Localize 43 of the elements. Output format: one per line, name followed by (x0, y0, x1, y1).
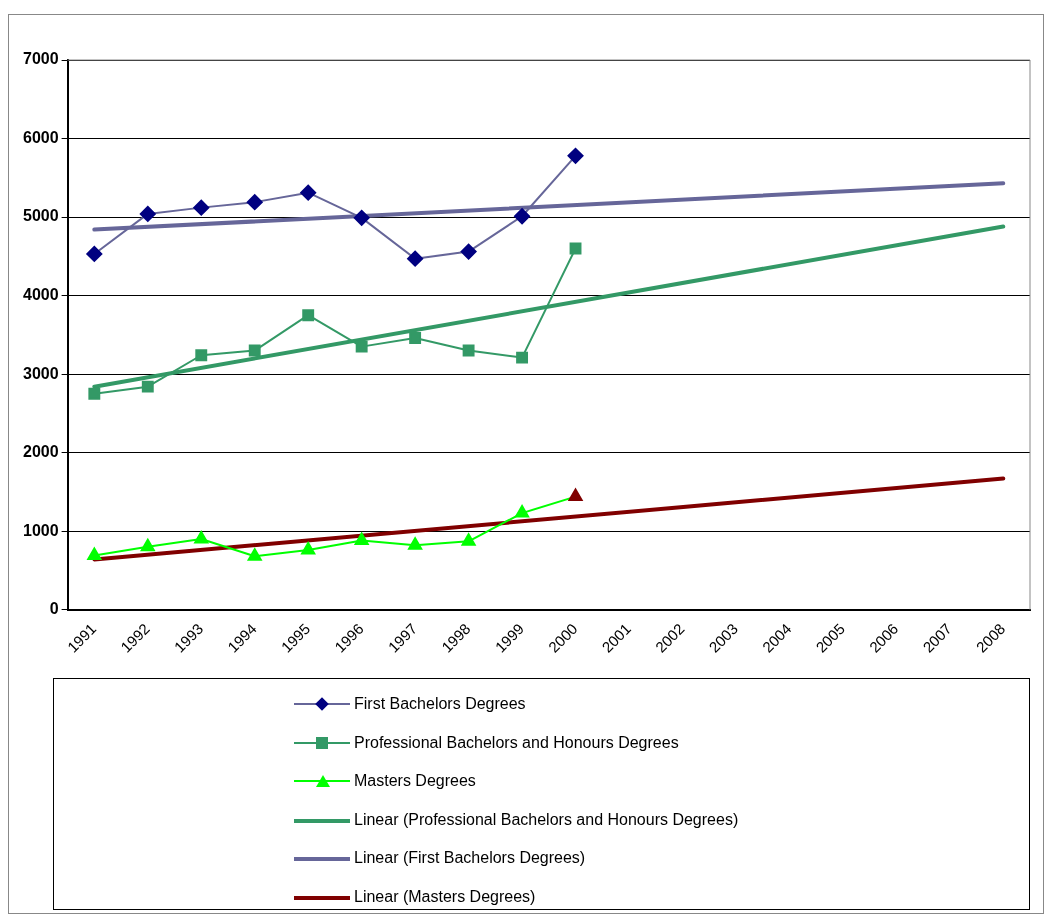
y-tick-label: 4000 (23, 285, 59, 303)
point (567, 147, 584, 164)
point (300, 184, 317, 201)
point (141, 380, 154, 393)
point (194, 531, 209, 544)
point (409, 332, 422, 344)
point (516, 351, 529, 364)
point (86, 245, 103, 262)
legend-label: Professional Bachelors and Honours Degrees (354, 733, 679, 752)
point (302, 309, 315, 322)
point (460, 243, 477, 260)
point (247, 548, 262, 561)
point (514, 208, 531, 225)
legend-label: Linear (First Bachelors Degrees) (354, 849, 586, 868)
y-tick-label: 1000 (23, 521, 59, 539)
point (353, 209, 370, 226)
legend-label: First Bachelors Degrees (354, 695, 526, 714)
point (88, 387, 101, 400)
point (462, 344, 475, 357)
point (301, 542, 316, 555)
point (407, 250, 424, 267)
y-tick-label: 3000 (23, 364, 59, 382)
point (515, 505, 530, 518)
legend-label: Linear (Professional Bachelors and Honours Degrees) (354, 810, 739, 829)
y-tick-label: 5000 (23, 207, 59, 225)
point (246, 194, 263, 211)
point (408, 537, 423, 550)
point (355, 340, 368, 353)
y-tick-label: 2000 (23, 443, 59, 461)
point (354, 532, 369, 546)
y-tick-label: 0 (49, 600, 59, 618)
point (195, 349, 208, 362)
point (248, 344, 261, 357)
legend-label: Masters Degrees (354, 772, 476, 791)
point (87, 547, 102, 560)
y-tick-label: 6000 (23, 128, 59, 146)
point (193, 199, 210, 216)
point (568, 488, 583, 502)
point (461, 533, 476, 546)
point (139, 205, 156, 222)
legend-label: Linear (Masters Degrees) (354, 887, 536, 906)
point (140, 538, 155, 552)
y-tick-label: 7000 (23, 50, 59, 68)
